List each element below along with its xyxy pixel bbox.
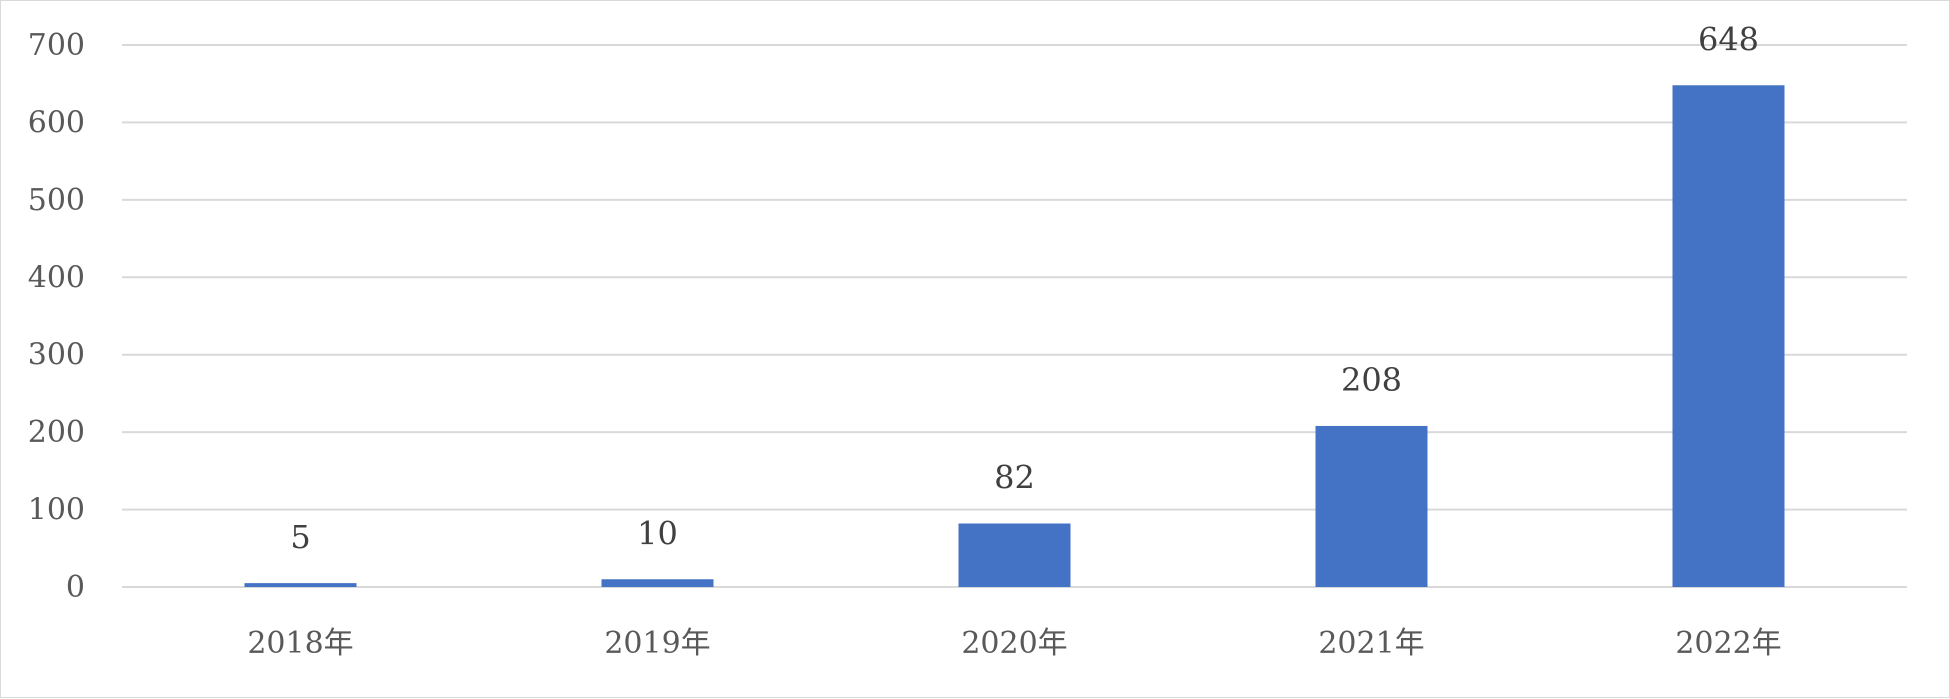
gridlines — [122, 44, 1907, 588]
data-label: 82 — [994, 459, 1035, 497]
x-tick-label: 2020年 — [961, 626, 1067, 661]
bars — [244, 85, 1785, 588]
bar — [601, 579, 714, 587]
x-axis-tick-labels: 2018年 2019年 2020年 2021年 2022年 — [247, 626, 1781, 661]
y-tick-label: 100 — [28, 493, 85, 528]
x-tick-label: 2018年 — [247, 626, 353, 661]
y-tick-label: 400 — [28, 260, 85, 295]
data-label: 208 — [1341, 361, 1402, 399]
y-tick-label: 0 — [66, 570, 85, 605]
y-axis-tick-labels: 0 100 200 300 400 500 600 700 — [28, 28, 85, 605]
y-tick-label: 200 — [28, 415, 85, 450]
bar — [958, 523, 1071, 587]
y-tick-label: 700 — [28, 28, 85, 63]
bar — [1672, 85, 1785, 588]
data-labels: 5 10 82 208 648 — [290, 20, 1759, 556]
y-tick-label: 300 — [28, 338, 85, 373]
y-tick-label: 500 — [28, 183, 85, 218]
x-tick-label: 2022年 — [1675, 626, 1781, 661]
x-tick-label: 2021年 — [1318, 626, 1424, 661]
data-label: 10 — [637, 514, 678, 552]
data-label: 648 — [1698, 20, 1759, 58]
bar — [1315, 425, 1428, 587]
x-tick-label: 2019年 — [604, 626, 710, 661]
bar — [244, 583, 357, 587]
y-tick-label: 600 — [28, 105, 85, 140]
data-label: 5 — [290, 518, 310, 556]
